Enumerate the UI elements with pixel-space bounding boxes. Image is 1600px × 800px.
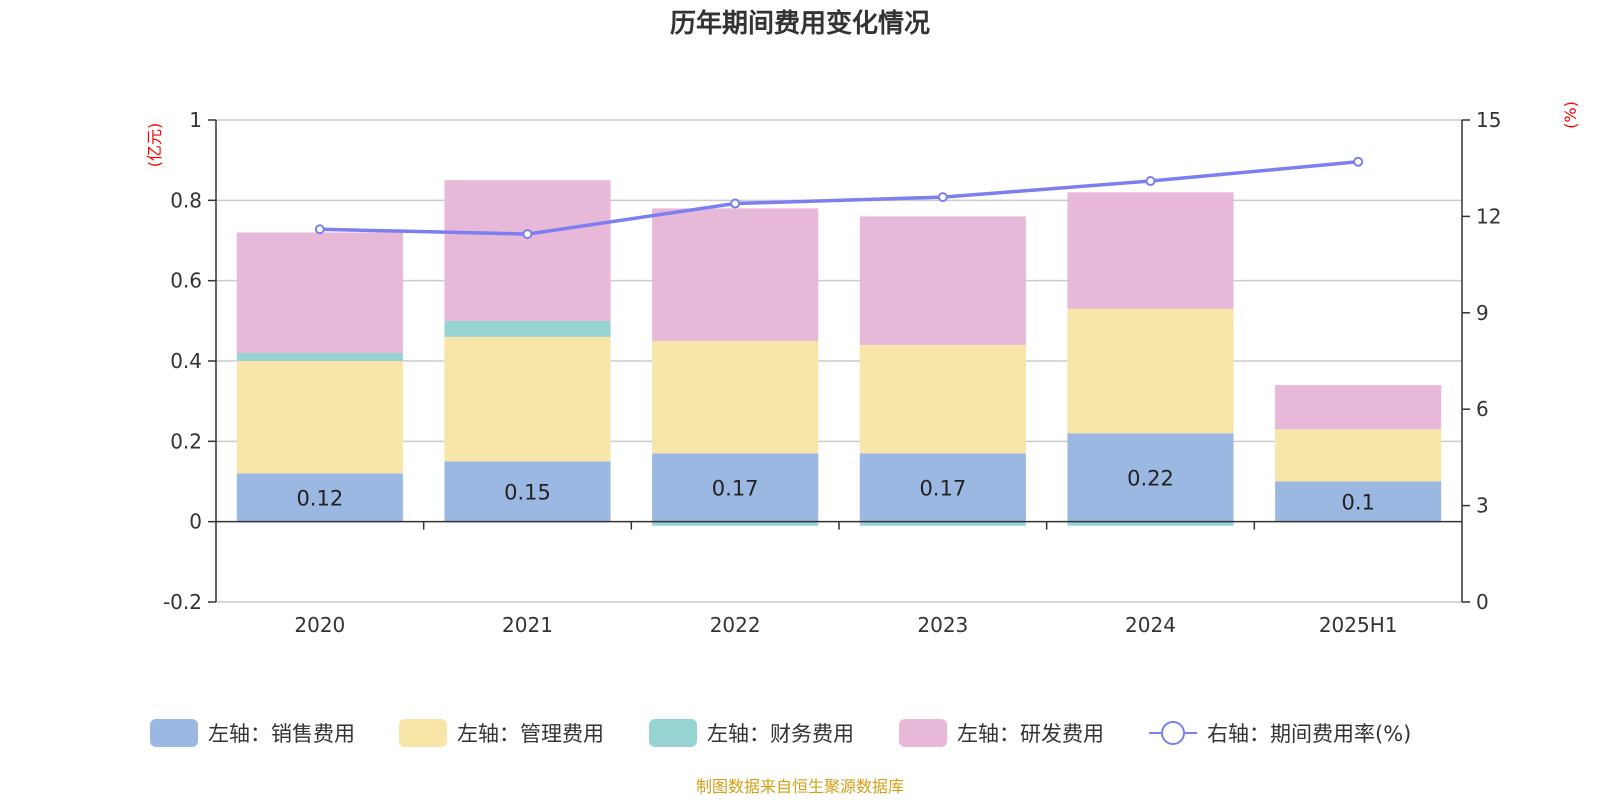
rate-point-2021 [522,229,533,240]
bar-3-2024 [1067,192,1234,309]
legend-label-0: 左轴：销售费用 [208,722,355,746]
chart-title: 历年期间费用变化情况 [670,8,930,39]
x-tick-label-2020: 2020 [294,613,345,637]
bars [236,180,1442,526]
legend: 左轴：销售费用 左轴：管理费用 左轴：财务费用 左轴：研发费用 右轴：期间费用率(%) [150,719,1411,747]
left-tick-label: 0.2 [170,429,202,453]
data-label-2025H1: 0.1 [1341,491,1374,515]
data-label-2023: 0.17 [919,477,966,501]
bar-0-2025H1 [1275,481,1442,522]
bar-0-2021 [444,461,611,522]
data-label-2020: 0.12 [296,487,343,511]
data-labels: 0.12 0.15 0.17 0.17 0.22 0.1 [296,466,1374,514]
legend-swatch-0 [150,719,198,747]
right-tick-label: 9 [1476,301,1489,325]
right-tick-label: 3 [1476,494,1489,518]
right-tick-label: 0 [1476,590,1489,614]
left-tick-label: 0 [189,510,202,534]
left-tick-label: 0.4 [170,349,202,373]
right-axis-unit: (%) [1561,101,1580,129]
gridlines [216,119,1462,603]
bar-1-2021 [444,336,611,462]
legend-swatch-2 [649,719,697,747]
bar-1-2023 [859,344,1026,454]
bar-1-2025H1 [1275,429,1442,482]
right-tick-label: 12 [1476,204,1501,228]
bar-3-2025H1 [1275,385,1442,430]
bar-2-2020 [236,352,403,361]
bar-0-2020 [236,473,403,522]
x-tick-label-2021: 2021 [502,613,553,637]
left-tick-label: 1 [189,108,202,132]
bar-3-2021 [444,180,611,321]
bar-1-2022 [652,340,819,454]
data-label-2021: 0.15 [504,481,551,505]
left-tick-label: 0.8 [170,188,202,212]
x-tick-label-2024: 2024 [1125,613,1176,637]
right-tick-label: 6 [1476,397,1489,421]
left-tick-label: -0.2 [163,590,202,614]
left-tick-label: 0.6 [170,269,202,293]
bar-3-2022 [652,208,819,341]
legend-swatch-3 [899,719,947,747]
rate-line [314,156,1364,240]
right-tick-label: 15 [1476,108,1501,132]
rate-point-2025H1 [1353,156,1364,167]
rate-point-2022 [730,198,741,209]
data-label-2022: 0.17 [712,477,759,501]
left-axis-unit: (亿元) [145,123,164,168]
bar-1-2024 [1067,308,1234,434]
bar-3-2023 [859,216,1026,345]
x-tick-label-2025H1: 2025H1 [1319,613,1398,637]
legend-label-4: 右轴：期间费用率(%) [1207,722,1411,746]
axes: 1 0.8 0.6 0.4 0.2 0 -0.2 15 12 9 6 3 0 2020 2021 2022 20… [163,108,1501,637]
x-tick-label-2023: 2023 [917,613,968,637]
x-tick-label-2022: 2022 [710,613,761,637]
bar-2-2022 [652,521,819,526]
rate-point-2020 [314,224,325,235]
bar-2-2023 [859,521,1026,526]
rate-point-2024 [1145,176,1156,187]
legend-label-2: 左轴：财务费用 [707,722,854,746]
rate-line-path [319,160,1359,236]
bar-0-2022 [652,453,819,522]
source-note: 制图数据来自恒生聚源数据库 [696,777,904,796]
bar-2-2024 [1067,521,1234,526]
rate-point-2023 [937,192,948,203]
legend-label-1: 左轴：管理费用 [457,722,604,746]
bar-0-2023 [859,453,1026,522]
legend-label-3: 左轴：研发费用 [957,722,1104,746]
legend-swatch-1 [399,719,447,747]
bar-0-2024 [1067,433,1234,522]
data-label-2024: 0.22 [1127,466,1174,490]
bar-1-2020 [236,361,403,474]
legend-marker-4 [1161,721,1185,745]
bar-2-2021 [444,320,611,337]
bar-3-2020 [236,232,403,353]
